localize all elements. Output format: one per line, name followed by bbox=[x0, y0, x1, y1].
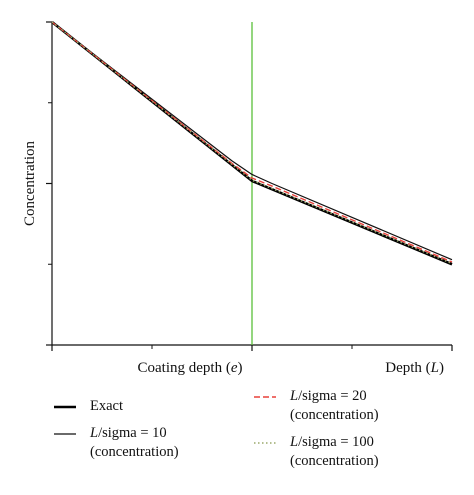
legend-item-2: L/sigma = 20 (concentration) bbox=[252, 387, 379, 425]
legend-item-3: L/sigma = 100 (concentration) bbox=[252, 433, 379, 471]
series-layer bbox=[51, 20, 453, 266]
legend-swatch-0 bbox=[52, 397, 78, 416]
legend-swatch-3 bbox=[252, 433, 278, 452]
legend-label-2: L/sigma = 20 (concentration) bbox=[290, 388, 379, 423]
axis-labels: Coating depth (e) Depth (L) Concentration bbox=[22, 141, 444, 376]
legend-label-1: L/sigma = 10 (concentration) bbox=[90, 425, 179, 460]
y-axis-label: Concentration bbox=[22, 141, 38, 226]
legend-item-1: L/sigma = 10 (concentration) bbox=[52, 424, 179, 462]
x-label-depth: Depth (L) bbox=[385, 360, 444, 376]
legend-swatch-2 bbox=[252, 387, 278, 406]
legend-label-3: L/sigma = 100 (concentration) bbox=[290, 434, 379, 469]
legend-swatch-1 bbox=[52, 424, 78, 443]
series-line-3 bbox=[51, 21, 453, 265]
series-line-2 bbox=[51, 21, 453, 263]
legend-item-0: Exact bbox=[52, 397, 123, 416]
series-line-1 bbox=[51, 21, 453, 261]
axes bbox=[46, 21, 453, 351]
x-label-coating-depth: Coating depth (e) bbox=[138, 360, 243, 376]
legend-label-0: Exact bbox=[90, 398, 124, 414]
